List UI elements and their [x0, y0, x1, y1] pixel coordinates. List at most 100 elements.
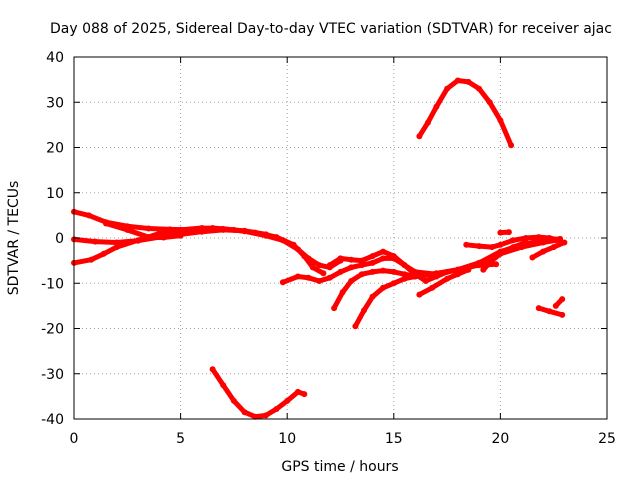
data-point: [337, 255, 344, 262]
series-line: [529, 240, 567, 260]
data-point: [198, 225, 205, 231]
data-point: [454, 77, 461, 84]
data-point: [529, 254, 536, 261]
data-point: [309, 264, 316, 271]
series-arc-13: [480, 239, 529, 273]
data-point: [422, 278, 429, 284]
series-arc-12: [463, 234, 564, 251]
data-point: [177, 226, 184, 233]
data-point: [493, 261, 500, 268]
series-arc-5: [209, 366, 308, 420]
x-tick-label: 20: [491, 431, 509, 447]
data-point: [546, 308, 553, 315]
data-point: [510, 237, 517, 244]
data-point: [339, 289, 346, 296]
x-tick-label: 0: [70, 431, 79, 447]
data-point: [100, 250, 107, 257]
data-point: [497, 250, 504, 257]
data-point: [390, 253, 397, 260]
data-point: [352, 323, 359, 330]
data-point: [540, 248, 546, 255]
data-point: [358, 271, 365, 278]
data-point: [252, 413, 259, 420]
data-point: [454, 271, 461, 278]
data-point: [320, 270, 327, 277]
data-point: [262, 412, 269, 419]
data-point: [279, 237, 286, 244]
x-tick-label: 15: [385, 431, 403, 447]
data-point: [416, 133, 423, 140]
data-point: [88, 256, 95, 263]
data-point: [241, 228, 248, 235]
data-point: [488, 244, 495, 251]
data-series: [71, 77, 568, 420]
data-point: [369, 253, 376, 260]
data-point: [348, 278, 355, 284]
series-arc-14: [497, 229, 512, 236]
data-point: [294, 273, 301, 280]
data-point: [444, 275, 451, 282]
data-point: [465, 78, 472, 85]
data-point: [486, 99, 493, 106]
data-point: [412, 268, 419, 275]
data-point: [429, 284, 436, 291]
data-point: [380, 255, 387, 262]
data-point: [559, 311, 566, 318]
data-point: [358, 262, 365, 269]
data-point: [380, 267, 387, 274]
series-arc-4: [103, 220, 184, 241]
y-tick-label: -30: [41, 367, 64, 383]
data-point: [85, 212, 92, 219]
data-point: [145, 225, 152, 232]
data-point: [326, 274, 333, 281]
data-point: [369, 293, 376, 300]
data-point: [463, 241, 470, 248]
data-point: [241, 409, 248, 416]
y-tick-label: -10: [41, 276, 64, 292]
y-tick-label: 0: [55, 231, 64, 247]
x-tick-label: 10: [278, 431, 296, 447]
data-point: [497, 241, 504, 248]
data-point: [177, 232, 184, 239]
data-point: [316, 262, 323, 269]
x-axis-label: GPS time / hours: [281, 459, 398, 475]
data-point: [369, 259, 376, 266]
data-point: [480, 266, 487, 273]
data-point: [401, 262, 408, 269]
data-point: [444, 85, 451, 92]
data-point: [401, 271, 408, 278]
data-point: [220, 382, 227, 389]
data-point: [103, 220, 109, 227]
data-point: [424, 119, 431, 126]
data-point: [230, 397, 237, 404]
axis-ticks: 0 5 10 15 20 25 -40 -30 -20 -10 0 10 20 30 40: [41, 50, 616, 447]
data-point: [476, 85, 483, 92]
data-point: [305, 274, 312, 281]
data-point: [523, 235, 529, 241]
data-point: [401, 275, 408, 282]
x-tick-label: 25: [598, 431, 616, 447]
data-point: [523, 239, 529, 246]
data-point: [209, 366, 216, 373]
data-point: [348, 264, 355, 271]
series-line: [210, 366, 307, 420]
data-point: [220, 225, 227, 232]
y-tick-label: -20: [41, 322, 64, 338]
data-point: [316, 278, 323, 284]
data-point: [145, 234, 152, 241]
data-point: [412, 273, 419, 280]
data-point: [301, 391, 308, 398]
series-line: [416, 78, 514, 148]
data-point: [476, 243, 483, 250]
y-tick-label: 10: [46, 186, 64, 202]
data-point: [361, 307, 367, 314]
data-point: [160, 234, 167, 241]
data-point: [294, 388, 301, 395]
data-point: [535, 305, 542, 312]
data-point: [497, 117, 504, 124]
data-point: [284, 397, 291, 404]
data-point: [552, 302, 559, 309]
data-point: [390, 280, 397, 287]
data-point: [369, 268, 376, 275]
x-tick-label: 5: [176, 431, 185, 447]
